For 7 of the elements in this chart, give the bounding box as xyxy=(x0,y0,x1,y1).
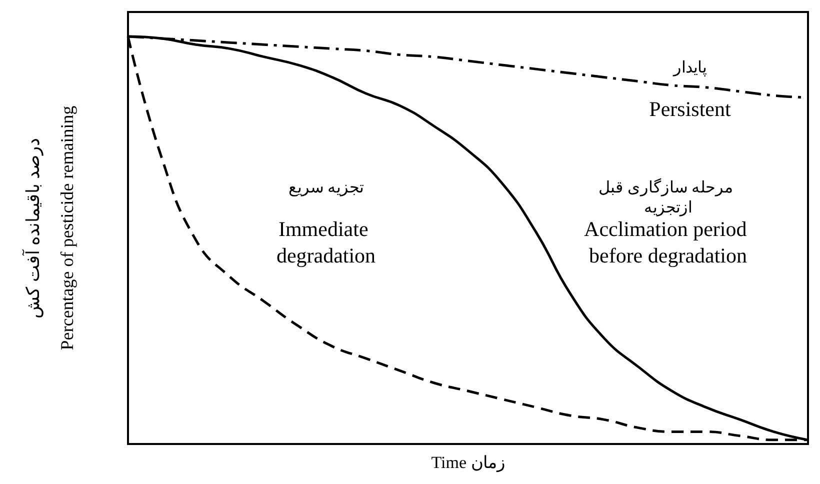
annotation: تجزیه سریع xyxy=(288,180,364,196)
annotation: مرحله سازگاری قبل ازتجزیه xyxy=(598,178,738,216)
annotation: Persistent xyxy=(649,97,731,122)
x-axis-title: Time زمان xyxy=(431,453,505,473)
annotation: Immediate degradation xyxy=(276,217,376,268)
annotation: پایدار xyxy=(672,60,706,76)
annotation: Acclimation period before degradation xyxy=(584,217,752,268)
